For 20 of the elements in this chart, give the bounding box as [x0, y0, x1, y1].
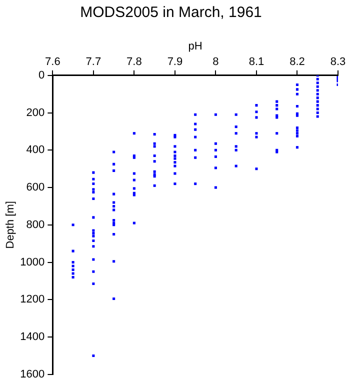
- x-axis-title: pH: [188, 40, 202, 53]
- y-tick-label: 600: [26, 182, 45, 194]
- y-tick-label: 400: [26, 144, 45, 156]
- chart-title: MODS2005 in March, 1961: [80, 4, 262, 22]
- y-tick-label: 1200: [20, 294, 45, 306]
- y-tick-label: 1600: [20, 368, 45, 380]
- y-tick-label: 1400: [20, 331, 45, 344]
- y-tick-label: 1000: [20, 256, 45, 268]
- x-tick-label: 7.7: [86, 56, 102, 68]
- x-tick-label: 8.1: [248, 56, 264, 68]
- x-tick-label: 8.2: [290, 56, 305, 68]
- x-tick-label: 8.3: [330, 56, 346, 68]
- y-tick-label: 0: [38, 69, 45, 82]
- y-tick-label: 800: [26, 218, 45, 231]
- x-tick-label: 8: [212, 56, 219, 68]
- x-tick-label: 7.6: [45, 56, 60, 68]
- x-tick-label: 7.9: [167, 56, 183, 68]
- y-axis-title: Depth [m]: [4, 201, 17, 249]
- x-tick-label: 7.8: [126, 56, 142, 68]
- y-tick-label: 200: [26, 106, 45, 119]
